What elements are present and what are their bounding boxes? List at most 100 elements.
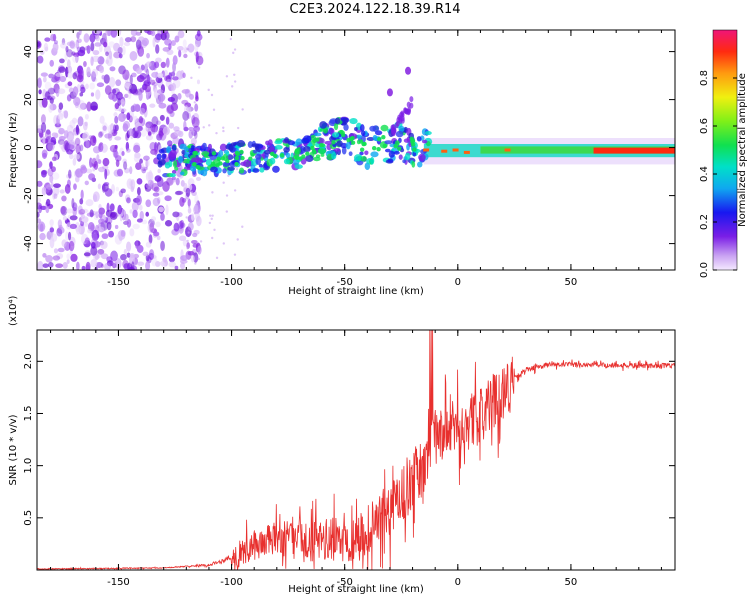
noise-blob [84,121,88,127]
noise-blob [113,42,121,52]
noise-blob [37,211,40,218]
noise-blob [137,187,141,196]
trace-blob [341,146,347,155]
x-tick-label: -150 [107,577,130,588]
noise-blob [90,246,98,256]
snr-axes: -150 -100 -50 0 50 0.5 1.0 1.5 2.0 [23,330,675,588]
colorbar-tick-label: 0.6 [699,118,710,134]
noise-blob [92,55,100,63]
noise-blob [49,103,57,111]
noise-blob [38,89,42,95]
y-tick-label: 20 [23,93,34,106]
noise-blob [168,122,175,129]
noise-blob [39,232,46,241]
noise-blob [187,250,195,256]
noise-blob [152,37,156,48]
trace-blob [364,150,369,156]
noise-blob [56,226,65,234]
noise-blob [49,161,53,169]
noise-blob [180,222,186,229]
noise-blob [108,230,114,238]
noise-blob [90,258,98,268]
trace-blob [201,168,208,177]
noise-blob [124,80,132,90]
noise-blob [145,241,152,248]
noise-blob [97,56,105,65]
trace-highlight [319,143,324,148]
noise-blob [69,223,77,229]
trace-highlight [381,134,386,140]
noise-blob [138,91,143,102]
noise-blob [55,72,63,77]
trace-blob [305,154,314,163]
noise-blob [90,56,94,67]
noise-dot [199,240,203,243]
noise-blob [37,55,44,64]
noise-blob [115,159,120,168]
trace-blob [388,150,395,158]
noise-blob [156,235,161,241]
noise-blob [120,98,125,105]
noise-dot [233,80,237,83]
noise-blob [89,82,95,90]
noise-blob [145,134,154,141]
trace-blob [336,140,343,147]
noise-dot [209,214,212,217]
noise-blob [87,221,95,232]
noise-blob [170,102,179,112]
noise-blob [126,197,131,204]
noise-blob [111,88,117,94]
noise-blob [194,204,199,213]
noise-blob [148,252,154,260]
noise-blob [85,261,91,270]
noise-blob [49,227,55,233]
noise-blob [48,102,53,114]
noise-blob [152,192,160,197]
noise-blob [160,240,165,251]
noise-blob [162,181,170,192]
noise-blob [145,123,151,132]
noise-blob [95,261,104,269]
noise-dot [211,191,214,194]
noise-blob [147,92,151,99]
noise-blob [192,243,199,248]
noise-dot [194,262,197,265]
noise-blob [66,131,75,142]
snr-y-label: SNR (10 * v/v) [8,414,19,485]
trace-blob [384,140,393,145]
trace-blob [287,140,296,146]
noise-blob [114,144,118,149]
noise-blob [152,64,157,71]
noise-blob [91,68,98,78]
noise-blob [52,191,56,200]
noise-blob [166,103,170,112]
noise-blob [49,97,54,105]
trace-blob [360,130,366,137]
trace-blob [274,140,283,145]
colorbar-tick-label: 0.2 [699,214,710,230]
noise-blob [98,131,103,138]
noise-blob [194,194,199,205]
noise-blob [160,212,165,221]
noise-blob [178,49,182,58]
noise-blob [150,79,156,86]
noise-blob [141,219,148,225]
noise-blob [144,84,151,93]
noise-blob [142,251,149,257]
noise-blob [121,151,125,156]
noise-blob [84,222,89,227]
noise-blob [150,123,157,133]
noise-blob [98,166,106,173]
noise-blob [160,61,166,69]
noise-blob [89,209,94,218]
trace-highlight [234,161,239,167]
noise-blob [66,149,74,155]
noise-blob [166,49,174,56]
trace-blob [370,156,375,165]
noise-blob [136,218,144,223]
noise-blob [185,187,191,197]
noise-dot [233,73,236,76]
trace-highlight [192,151,197,156]
noise-dot [190,191,194,194]
noise-blob [84,113,89,120]
